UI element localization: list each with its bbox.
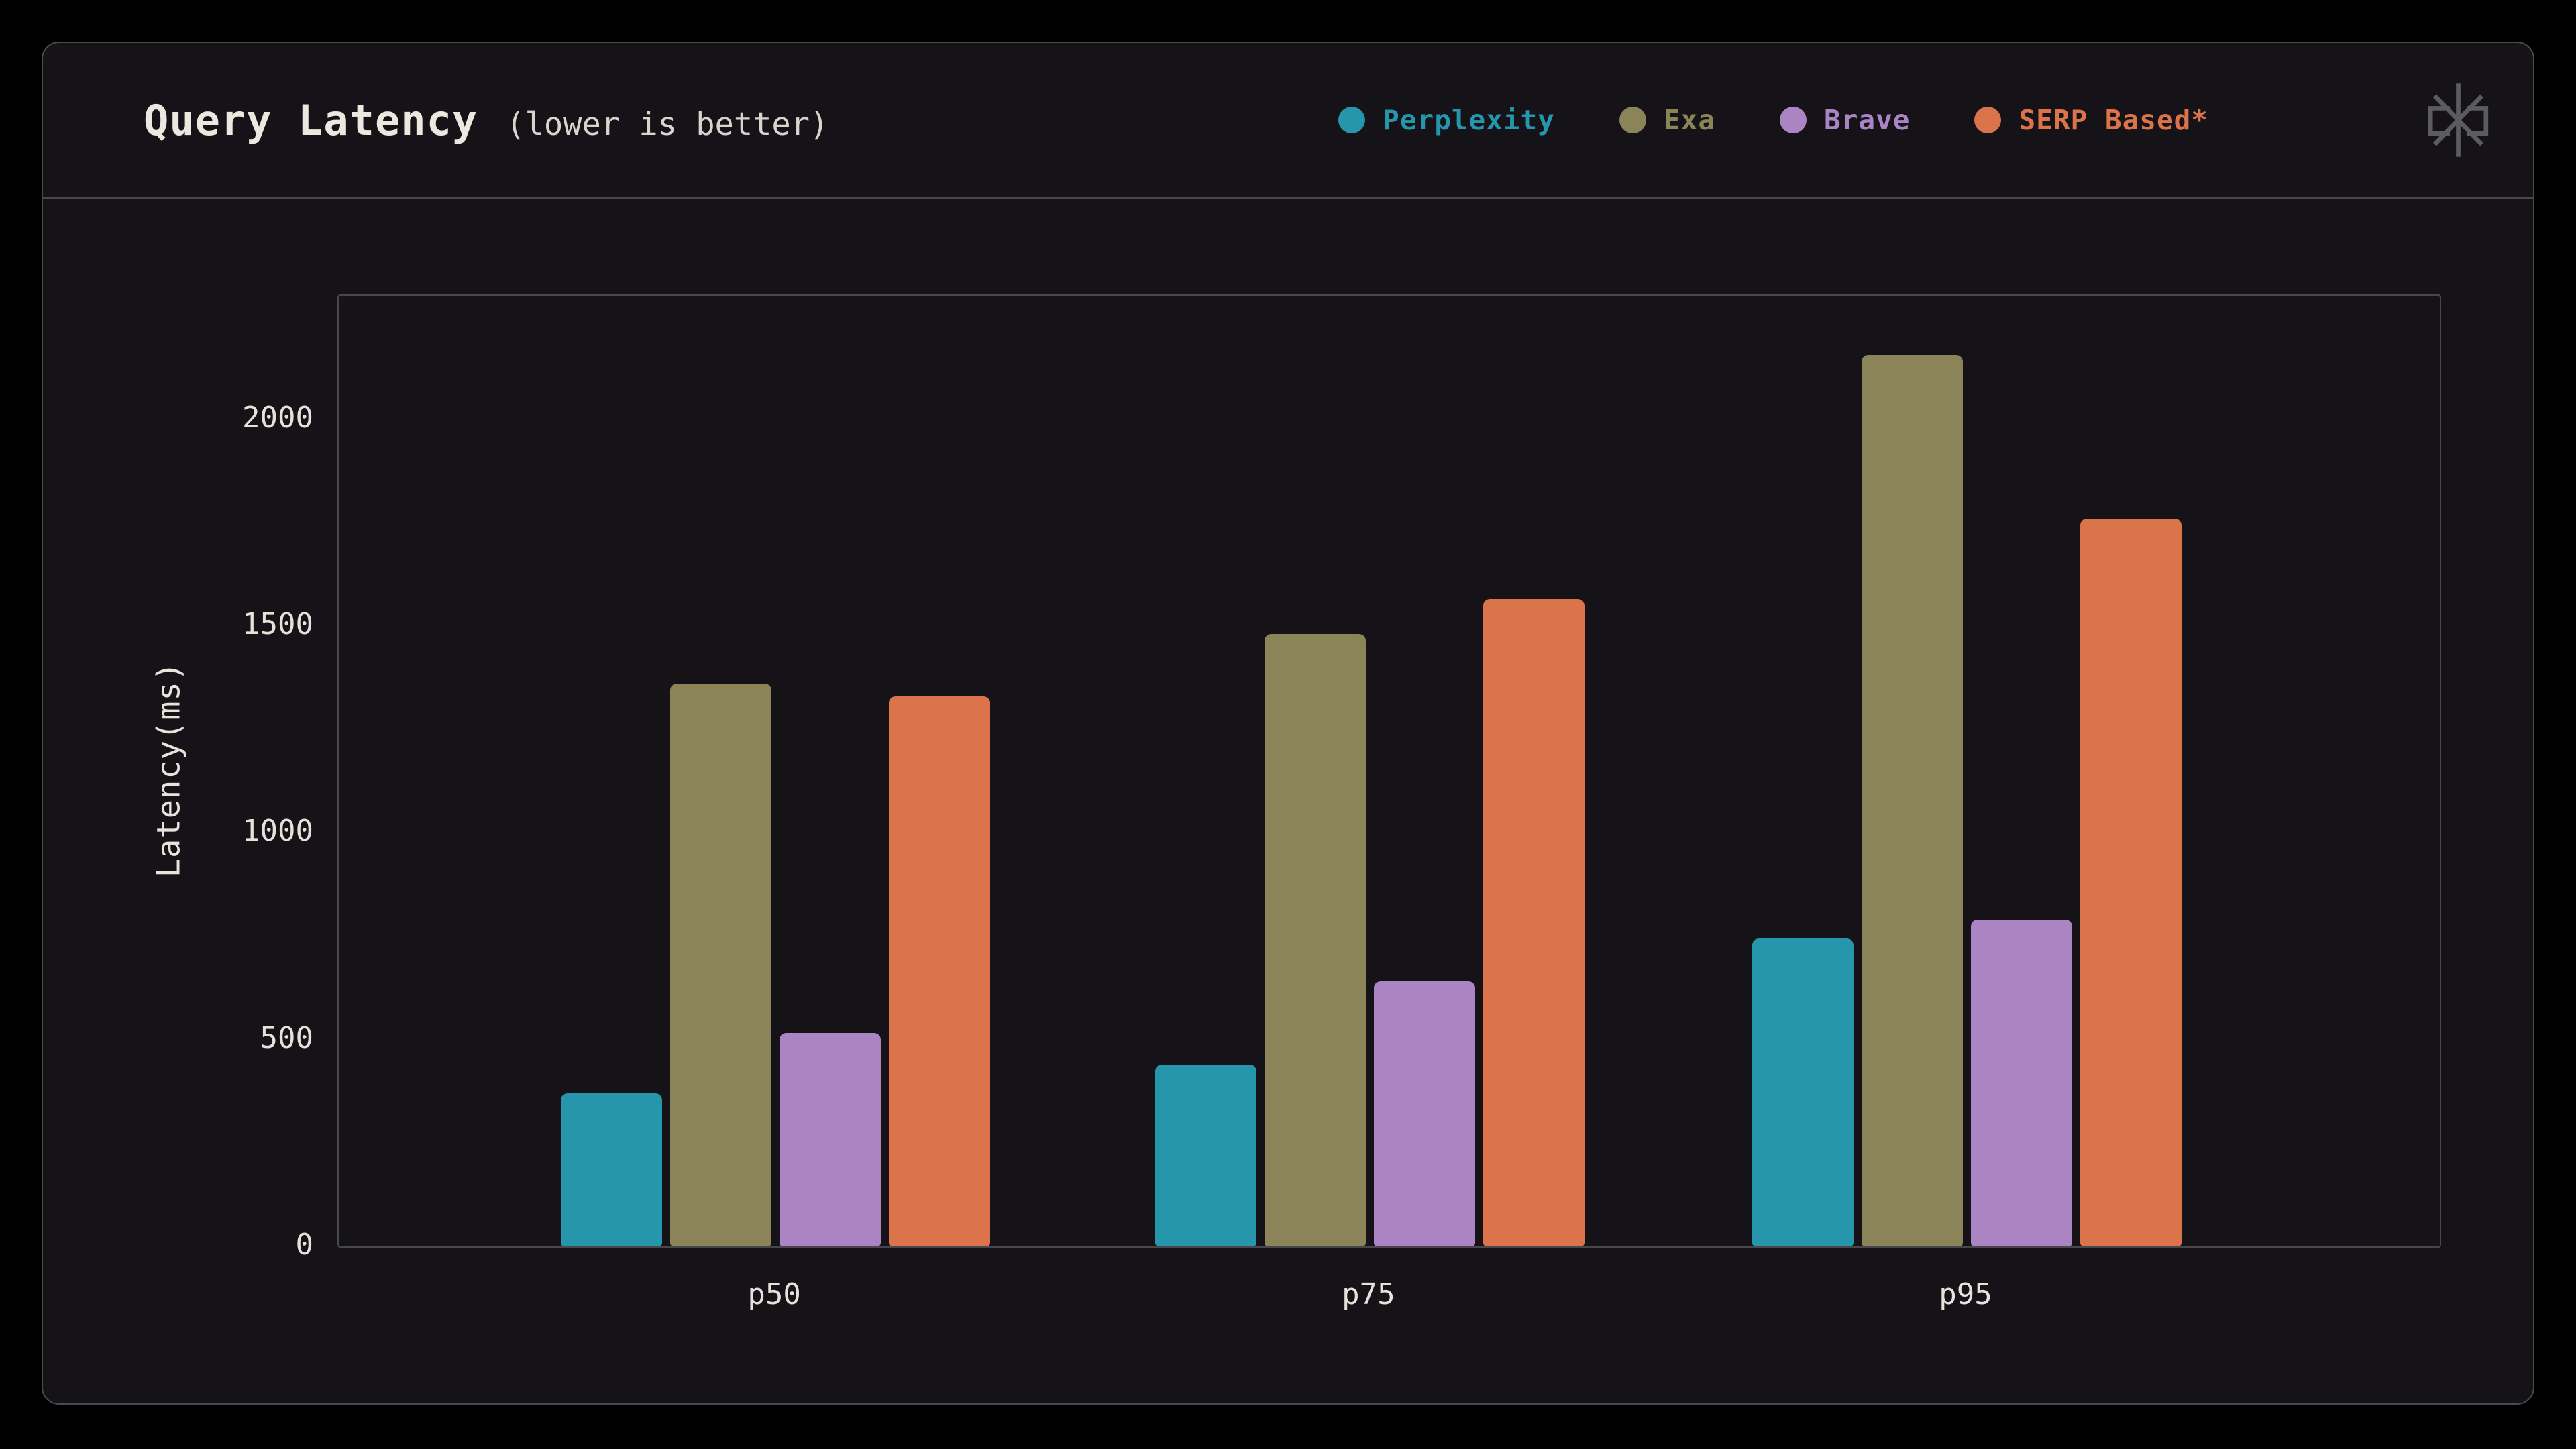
chart-title: Query Latency: [144, 95, 478, 145]
y-tick-1500: 1500: [242, 607, 313, 642]
bar-p50-serp-based: [889, 696, 991, 1246]
legend-dot-serp-based: [1974, 107, 2002, 133]
bar-p50-perplexity: [561, 1093, 663, 1246]
legend-dot-exa: [1619, 107, 1646, 133]
legend-dot-brave: [1780, 107, 1807, 133]
bar-p95-perplexity: [1752, 938, 1854, 1246]
x-label-p95: p95: [1939, 1277, 1992, 1311]
y-tick-2000: 2000: [242, 400, 313, 435]
bar-group-p95: [1752, 296, 2182, 1246]
header: Query Latency (lower is better) Perplexi…: [43, 43, 2533, 199]
bar-p95-serp-based: [2080, 519, 2182, 1246]
bar-group-p50: [561, 296, 991, 1246]
legend-label: SERP Based*: [2019, 104, 2208, 136]
x-axis-labels: p50 p75 p95: [337, 1277, 2438, 1324]
legend-item-perplexity: Perplexity: [1338, 104, 1555, 136]
y-tick-0: 0: [295, 1228, 314, 1262]
legend-item-brave: Brave: [1780, 104, 1910, 136]
bar-p75-perplexity: [1155, 1065, 1256, 1246]
legend-item-exa: Exa: [1619, 104, 1715, 136]
y-tick-500: 500: [260, 1020, 313, 1055]
legend-label: Brave: [1824, 104, 1911, 136]
bar-p75-serp-based: [1483, 599, 1585, 1246]
y-tick-1000: 1000: [242, 814, 313, 849]
logo: [2426, 80, 2490, 160]
title-group: Query Latency (lower is better): [144, 96, 828, 145]
plot-area: [337, 294, 2441, 1248]
y-axis-ticks: 0 500 1000 1500 2000: [43, 294, 313, 1262]
legend: Perplexity Exa Brave SERP Based*: [1338, 104, 2208, 136]
chart-subtitle: (lower is better): [506, 105, 829, 143]
legend-dot-perplexity: [1338, 107, 1366, 133]
legend-label: Exa: [1663, 104, 1716, 136]
bar-group-p75: [1155, 296, 1585, 1246]
bar-p50-brave: [780, 1033, 881, 1246]
chart-panel: Query Latency (lower is better) Perplexi…: [42, 42, 2534, 1405]
chart-area: Latency(ms) 0 500 1000 1500 2000 p50 p75 p95: [43, 199, 2533, 1403]
legend-item-serp-based: SERP Based*: [1974, 104, 2208, 136]
bar-p95-brave: [1970, 920, 2072, 1246]
x-label-p75: p75: [1342, 1277, 1395, 1311]
bar-p50-exa: [670, 684, 772, 1246]
bar-p95-exa: [1861, 355, 1963, 1246]
x-label-p50: p50: [747, 1277, 801, 1311]
bar-p75-brave: [1373, 981, 1475, 1246]
legend-label: Perplexity: [1383, 104, 1555, 136]
bar-p75-exa: [1264, 634, 1366, 1246]
asterisk-logo-icon: [2428, 83, 2489, 157]
